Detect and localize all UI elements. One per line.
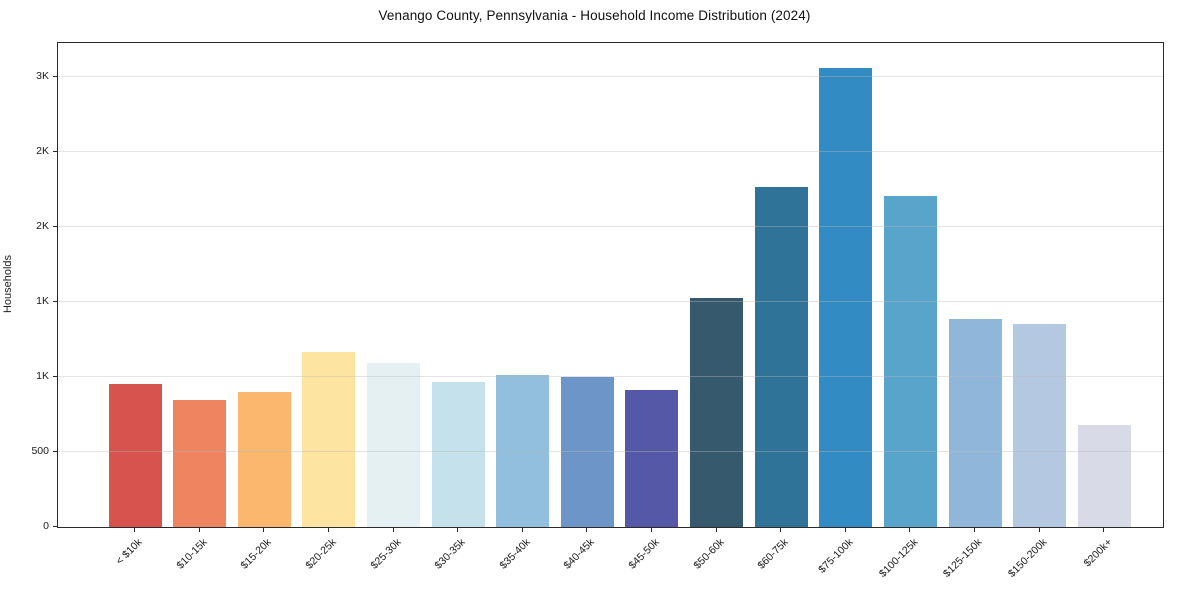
y-tick-mark [53, 526, 57, 527]
x-tick-label: $50-60k [691, 536, 727, 572]
y-tick-mark [53, 376, 57, 377]
bar [883, 196, 937, 527]
x-tick-mark [263, 528, 265, 532]
x-tick-mark [457, 528, 459, 532]
bar [690, 297, 744, 527]
gridline [58, 76, 1163, 77]
x-tick-mark [651, 528, 652, 532]
bar [625, 389, 679, 527]
x-tick-label: $200k+ [1081, 536, 1115, 570]
bar [237, 392, 291, 527]
plot-area [57, 42, 1164, 528]
x-tick-mark [844, 528, 846, 532]
x-tick-label: $40-45k [561, 536, 598, 572]
x-tick-label: $20-25k [303, 536, 339, 572]
y-tick-label: 500 [31, 445, 49, 457]
y-tick-mark [53, 226, 57, 227]
bar [302, 351, 356, 527]
x-tick-label: $10-15k [174, 536, 210, 572]
x-tick-label: $100-125k [876, 536, 921, 580]
bar [173, 399, 227, 527]
x-tick-mark [974, 528, 976, 532]
x-tick-mark [586, 528, 588, 532]
x-tick-mark [392, 528, 394, 532]
x-tick-label: $45-50k [626, 536, 662, 572]
y-tick-label: 1K [36, 295, 49, 308]
y-tick-mark [53, 301, 57, 302]
y-axis-label: Households [2, 254, 14, 314]
bar [1077, 425, 1131, 527]
y-tick-label: 1K [36, 370, 49, 382]
bar [819, 68, 873, 527]
bar [431, 381, 485, 527]
y-tick-label: 0 [43, 520, 49, 532]
gridline [58, 226, 1163, 227]
y-tick-label: 2K [36, 145, 49, 158]
bar [366, 362, 420, 527]
x-tick-mark [521, 528, 523, 532]
bar [948, 319, 1002, 527]
x-tick-label: $150-200k [1005, 536, 1050, 580]
x-tick-label: < $10k [113, 536, 145, 568]
x-tick-mark [1103, 528, 1105, 532]
x-tick-mark [198, 528, 200, 532]
x-tick-label: $35-40k [497, 536, 533, 572]
y-tick-mark [53, 151, 57, 152]
bar [560, 377, 614, 527]
x-tick-label: $60-75k [755, 536, 791, 572]
x-tick-mark [134, 528, 135, 532]
x-tick-label: $75-100k [816, 536, 856, 576]
y-tick-mark [53, 451, 57, 452]
x-tick-mark [1038, 528, 1040, 532]
x-tick-mark [327, 528, 329, 532]
x-tick-label: $15-20k [238, 536, 275, 572]
chart-title: Venango County, Pennsylvania - Household… [378, 8, 811, 23]
y-tick-label: 3K [36, 70, 49, 83]
x-tick-mark [909, 528, 911, 532]
gridline [58, 376, 1163, 377]
x-tick-mark [780, 528, 782, 532]
y-tick-mark [53, 76, 57, 77]
x-tick-label: $125-150k [941, 536, 985, 580]
bar [1013, 323, 1067, 527]
gridline [58, 301, 1163, 302]
y-tick-label: 2K [36, 220, 49, 233]
gridline [58, 451, 1163, 452]
x-tick-mark [715, 528, 717, 532]
bar [754, 187, 808, 527]
bar [496, 374, 550, 527]
bar [108, 383, 162, 527]
gridline [58, 151, 1163, 152]
x-tick-label: $25-30k [367, 536, 404, 572]
x-tick-label: $30-35k [432, 536, 468, 572]
